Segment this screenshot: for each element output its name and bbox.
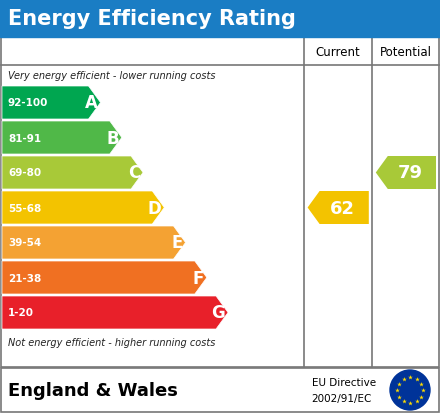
Polygon shape [2, 296, 228, 329]
Text: E: E [171, 234, 183, 252]
Polygon shape [2, 261, 207, 294]
Text: A: A [84, 94, 98, 112]
Bar [1, 38, 439, 367]
Polygon shape [2, 157, 143, 190]
Text: Potential: Potential [380, 45, 432, 58]
Text: EU Directive: EU Directive [312, 377, 376, 387]
Polygon shape [2, 226, 186, 259]
Text: 81-91: 81-91 [8, 133, 41, 143]
Text: 62: 62 [330, 199, 355, 217]
Bar [1, 368, 439, 412]
Text: Not energy efficient - higher running costs: Not energy efficient - higher running co… [8, 337, 215, 347]
Circle shape [390, 370, 430, 410]
Text: Very energy efficient - lower running costs: Very energy efficient - lower running co… [8, 71, 216, 81]
Text: England & Wales: England & Wales [8, 381, 178, 399]
Text: D: D [147, 199, 161, 217]
Text: 79: 79 [397, 164, 422, 182]
Text: G: G [211, 304, 225, 322]
Text: 21-38: 21-38 [8, 273, 41, 283]
Text: 69-80: 69-80 [8, 168, 41, 178]
Text: F: F [192, 269, 204, 287]
Text: 92-100: 92-100 [8, 98, 48, 108]
Polygon shape [376, 157, 436, 190]
Text: 1-20: 1-20 [8, 308, 34, 318]
Text: Energy Efficiency Rating: Energy Efficiency Rating [8, 9, 296, 29]
Text: 2002/91/EC: 2002/91/EC [312, 393, 372, 404]
Text: 39-54: 39-54 [8, 238, 41, 248]
Polygon shape [2, 192, 164, 224]
Text: C: C [128, 164, 140, 182]
Text: Current: Current [315, 45, 360, 58]
Bar [0, 0, 440, 38]
Text: B: B [106, 129, 119, 147]
Polygon shape [2, 122, 122, 154]
Text: 55-68: 55-68 [8, 203, 41, 213]
Polygon shape [308, 192, 369, 224]
Polygon shape [2, 87, 100, 120]
